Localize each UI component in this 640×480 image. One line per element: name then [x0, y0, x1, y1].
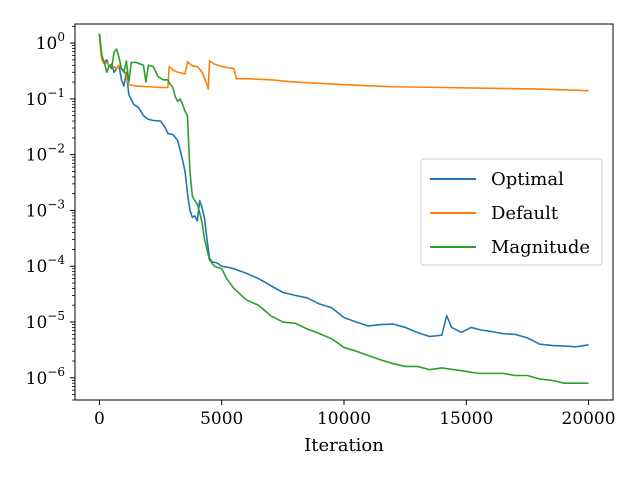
x-tick-label: 0: [94, 409, 105, 429]
y-axis: 100 10−1 10−2 10−3 10−4 10−5 10−6: [26, 25, 75, 401]
series-line-optimal: [98, 34, 589, 348]
series-line-magnitude: [98, 33, 589, 385]
x-tick-label: 20000: [561, 409, 615, 429]
y-tick-label: 10−5: [26, 309, 65, 333]
series-line-default: [98, 38, 589, 92]
series-layer: [98, 33, 589, 385]
y-tick-label: 10−6: [26, 365, 65, 389]
y-tick-label: 100: [36, 30, 65, 54]
legend-box: [420, 158, 603, 266]
x-axis: 0 5000 10000 15000 20000: [94, 400, 616, 429]
x-tick-label: 10000: [317, 409, 371, 429]
y-tick-label: 10−3: [26, 197, 65, 221]
y-tick-label: 10−4: [26, 253, 66, 277]
y-tick-label: 10−1: [26, 86, 65, 110]
x-axis-label: Iteration: [304, 435, 384, 456]
y-tick-label: 10−2: [26, 142, 65, 166]
legend-label-default: Default: [491, 203, 559, 224]
x-tick-label: 5000: [200, 409, 243, 429]
legend: Optimal Default Magnitude: [420, 158, 603, 266]
legend-label-magnitude: Magnitude: [491, 237, 590, 258]
legend-label-optimal: Optimal: [491, 169, 564, 190]
x-tick-label: 15000: [439, 409, 493, 429]
